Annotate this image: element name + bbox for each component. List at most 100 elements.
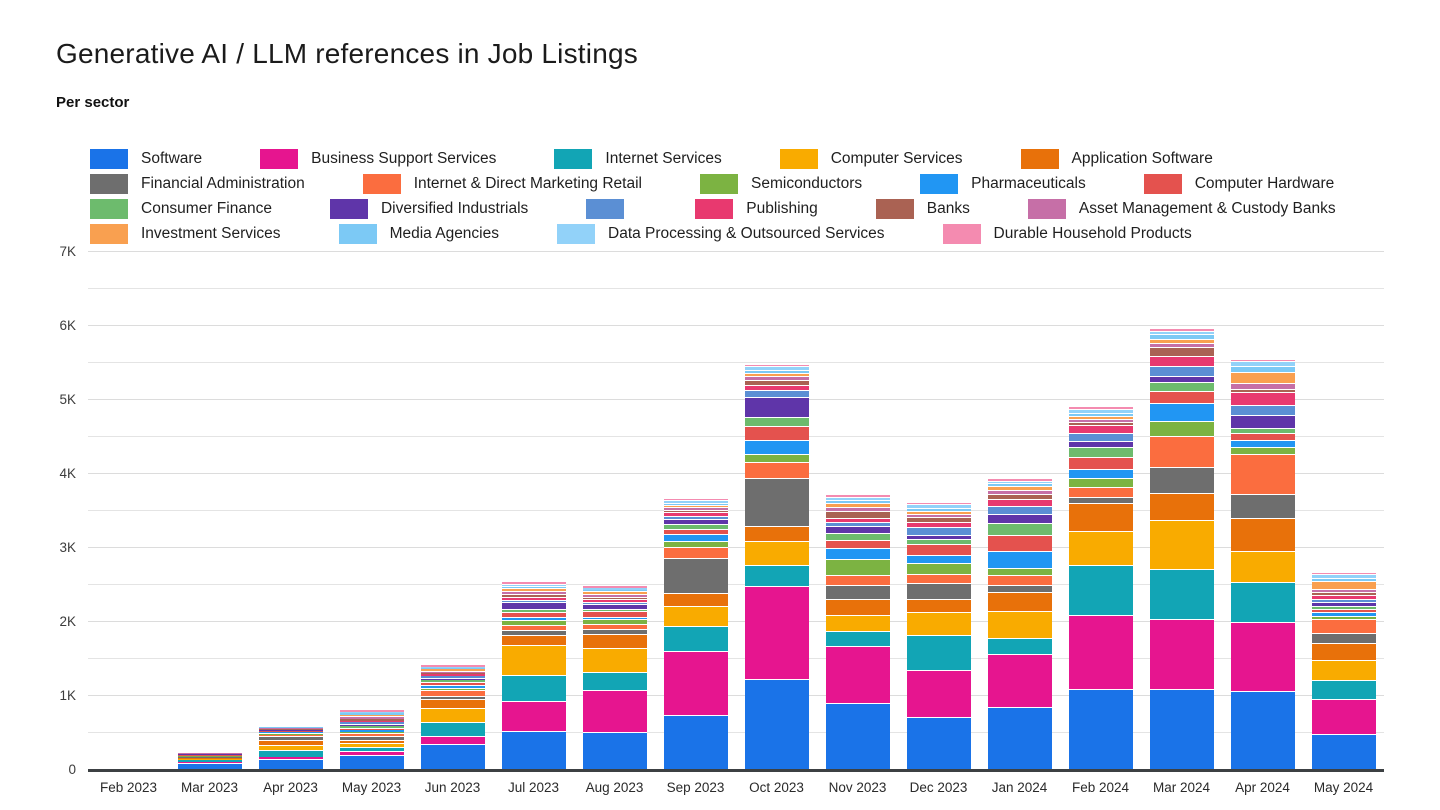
bar-segment[interactable] [501,612,566,617]
bar-segment[interactable] [582,603,647,609]
bar-segment[interactable] [744,477,809,526]
bar-segment[interactable] [1311,592,1376,595]
bar-segment[interactable] [1230,405,1295,416]
bar-segment[interactable] [420,687,485,691]
legend-item-software[interactable]: Software [90,148,202,169]
bar-segment[interactable] [906,563,971,574]
bar-segment[interactable] [1149,467,1214,493]
bar-segment[interactable] [906,717,971,770]
bar-segment[interactable] [582,585,647,588]
bar-segment[interactable] [420,721,485,736]
bar-segment[interactable] [744,425,809,441]
bar-segment[interactable] [744,440,809,455]
bar-segment[interactable] [987,551,1052,568]
bar-segment[interactable] [987,611,1052,639]
bar-segment[interactable] [825,525,890,533]
bar-segment[interactable] [987,498,1052,506]
bar-segment[interactable] [1311,594,1376,599]
bar-segment[interactable] [987,485,1052,491]
bar-segment[interactable] [258,757,323,759]
bar-segment[interactable] [1068,409,1133,414]
legend-item-unnamed[interactable] [586,198,637,219]
bar-segment[interactable] [1230,493,1295,519]
bar-segment[interactable] [1068,440,1133,448]
legend-item-investment-services[interactable]: Investment Services [90,223,281,244]
bar-segment[interactable] [420,735,485,745]
legend-item-publishing[interactable]: Publishing [695,198,818,219]
bar-segment[interactable] [339,714,404,717]
bar-segment[interactable] [663,507,728,510]
bar-segment[interactable] [420,696,485,700]
bar-segment[interactable] [987,638,1052,655]
bar-segment[interactable] [501,730,566,770]
bar-segment[interactable] [1230,372,1295,383]
bar-segment[interactable] [1068,432,1133,441]
bar-segment[interactable] [987,535,1052,552]
bar-segment[interactable] [501,588,566,591]
bar-segment[interactable] [258,758,323,770]
bar-segment[interactable] [339,736,404,740]
bar-segment[interactable] [1230,391,1295,406]
bar-segment[interactable] [420,665,485,667]
bar-segment[interactable] [744,585,809,679]
bar-segment[interactable] [582,629,647,634]
bar-segment[interactable] [663,498,728,501]
bar-segment[interactable] [1149,347,1214,357]
bar-segment[interactable] [582,598,647,602]
bar-segment[interactable] [582,608,647,612]
bar-segment[interactable] [1149,391,1214,404]
bar-segment[interactable] [744,376,809,381]
bar-segment[interactable] [987,654,1052,707]
bar-segment[interactable] [501,583,566,586]
legend-item-consumer-finance[interactable]: Consumer Finance [90,198,272,219]
bar-segment[interactable] [744,372,809,377]
bar-segment[interactable] [420,670,485,673]
bar-segment[interactable] [825,575,890,586]
bar-segment[interactable] [1149,330,1214,335]
bar-segment[interactable] [501,609,566,613]
bar-segment[interactable] [1311,618,1376,633]
bar-segment[interactable] [825,517,890,523]
bar-segment[interactable] [825,547,890,559]
bar-segment[interactable] [906,599,971,613]
bar-segment[interactable] [663,534,728,541]
bar-segment[interactable] [1230,582,1295,623]
bar-segment[interactable] [501,596,566,600]
bar-dec-2023[interactable] [906,501,971,770]
bar-segment[interactable] [1311,612,1376,616]
bar-segment[interactable] [987,591,1052,612]
bar-segment[interactable] [906,669,971,718]
bar-segment[interactable] [987,493,1052,499]
bar-segment[interactable] [663,625,728,651]
bar-segment[interactable] [1149,356,1214,367]
bar-segment[interactable] [177,755,242,757]
legend-item-internet-services[interactable]: Internet Services [554,148,722,169]
bar-segment[interactable] [1230,359,1295,362]
bar-segment[interactable] [420,676,485,678]
bar-segment[interactable] [177,762,242,770]
bar-segment[interactable] [987,513,1052,523]
bar-segment[interactable] [1149,519,1214,569]
bar-segment[interactable] [1068,418,1133,423]
bar-segment[interactable] [987,522,1052,536]
bar-segment[interactable] [258,740,323,745]
bar-segment[interactable] [1149,689,1214,770]
bar-segment[interactable] [744,417,809,426]
bar-segment[interactable] [1311,608,1376,613]
bar-nov-2023[interactable] [825,494,890,770]
bar-segment[interactable] [339,755,404,770]
bar-segment[interactable] [582,633,647,649]
bar-segment[interactable] [663,546,728,559]
bar-segment[interactable] [177,758,242,761]
bar-aug-2023[interactable] [582,585,647,770]
bar-segment[interactable] [1311,615,1376,619]
bar-segment[interactable] [987,479,1052,481]
bar-segment[interactable] [1149,376,1214,382]
bar-segment[interactable] [1230,550,1295,583]
bar-segment[interactable] [1230,622,1295,692]
bar-apr-2023[interactable] [258,726,323,770]
bar-segment[interactable] [987,706,1052,770]
bar-segment[interactable] [825,630,890,647]
bar-segment[interactable] [825,503,890,508]
bar-segment[interactable] [906,526,971,535]
